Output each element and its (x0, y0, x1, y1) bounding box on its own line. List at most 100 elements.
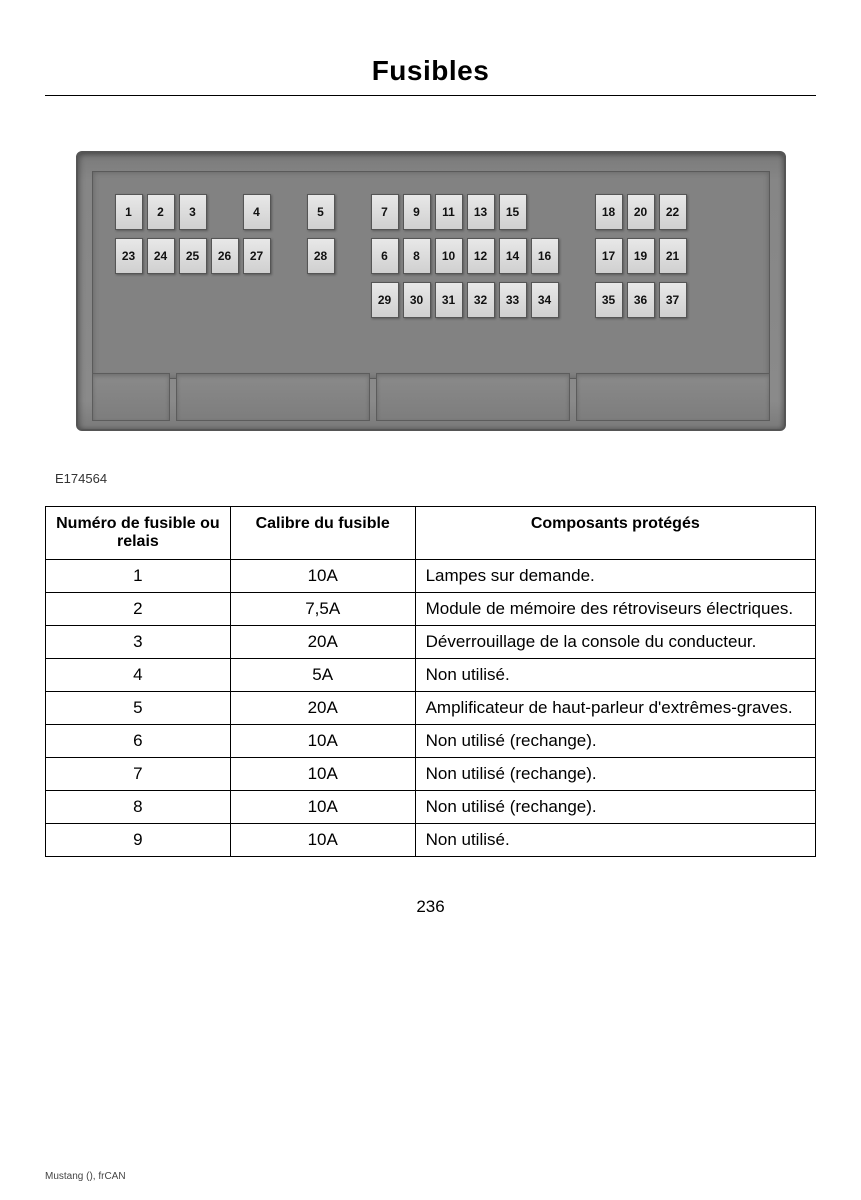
page-title: Fusibles (45, 55, 816, 87)
fuse-rating: 10A (230, 560, 415, 593)
table-header-num: Numéro de fusible ou relais (46, 507, 231, 560)
table-row: 520AAmplificateur de haut-parleur d'extr… (46, 692, 816, 725)
fuse-slot-23: 23 (115, 238, 143, 274)
fuse-number: 4 (46, 659, 231, 692)
fuse-blank (339, 238, 367, 274)
fuse-blank (147, 282, 175, 318)
fuse-slot-18: 18 (595, 194, 623, 230)
fuse-rating: 10A (230, 791, 415, 824)
fuse-slot-7: 7 (371, 194, 399, 230)
fuse-slot-21: 21 (659, 238, 687, 274)
fuse-blank (243, 282, 271, 318)
fuse-rating: 7,5A (230, 593, 415, 626)
fuse-slot-33: 33 (499, 282, 527, 318)
fusebox-bottom-plates (92, 373, 770, 421)
fuse-slot-27: 27 (243, 238, 271, 274)
fuse-slot-14: 14 (499, 238, 527, 274)
table-row: 45ANon utilisé. (46, 659, 816, 692)
fuse-slot-30: 30 (403, 282, 431, 318)
title-rule (45, 95, 816, 96)
fuse-component: Lampes sur demande. (415, 560, 815, 593)
table-row: 810ANon utilisé (rechange). (46, 791, 816, 824)
diagram-reference-label: E174564 (55, 471, 816, 486)
fuse-slot-36: 36 (627, 282, 655, 318)
table-row: 610ANon utilisé (rechange). (46, 725, 816, 758)
table-header-amp: Calibre du fusible (230, 507, 415, 560)
fuse-slot-2: 2 (147, 194, 175, 230)
fuse-blank (339, 194, 367, 230)
fuse-slot-29: 29 (371, 282, 399, 318)
fuse-number: 3 (46, 626, 231, 659)
fuse-component: Non utilisé (rechange). (415, 791, 815, 824)
fuse-blank (339, 282, 367, 318)
fuse-number: 6 (46, 725, 231, 758)
fuse-blank (307, 282, 335, 318)
fuse-slot-32: 32 (467, 282, 495, 318)
fuse-slot-1: 1 (115, 194, 143, 230)
fuse-row-top: 1234579111315 182022 (115, 194, 687, 230)
fuse-rating: 10A (230, 758, 415, 791)
fuse-slot-10: 10 (435, 238, 463, 274)
fuse-slot-13: 13 (467, 194, 495, 230)
fuse-blank (275, 194, 303, 230)
table-row: 710ANon utilisé (rechange). (46, 758, 816, 791)
fuse-table: Numéro de fusible ou relais Calibre du f… (45, 506, 816, 857)
fuse-component: Module de mémoire des rétroviseurs élect… (415, 593, 815, 626)
fuse-number: 2 (46, 593, 231, 626)
fuse-slot-12: 12 (467, 238, 495, 274)
fuse-number: 5 (46, 692, 231, 725)
fuse-slot-26: 26 (211, 238, 239, 274)
fuse-slot-37: 37 (659, 282, 687, 318)
fuse-component: Non utilisé (rechange). (415, 758, 815, 791)
fuse-row-bot: 293031323334353637 (115, 282, 687, 318)
fusebox-diagram: 1234579111315182022 23242526272868101214… (76, 151, 786, 431)
fuse-slot-15: 15 (499, 194, 527, 230)
fuse-blank (211, 194, 239, 230)
fuse-slot-5: 5 (307, 194, 335, 230)
fuse-rating: 5A (230, 659, 415, 692)
fuse-blank (211, 282, 239, 318)
table-row: 910ANon utilisé. (46, 824, 816, 857)
fuse-number: 9 (46, 824, 231, 857)
fuse-slot-28: 28 (307, 238, 335, 274)
table-header-comp: Composants protégés (415, 507, 815, 560)
fuse-component: Déverrouillage de la console du conducte… (415, 626, 815, 659)
fuse-rating: 20A (230, 626, 415, 659)
fuse-slot-17: 17 (595, 238, 623, 274)
fuse-blank (179, 282, 207, 318)
page-number: 236 (45, 897, 816, 917)
fuse-slot-4: 4 (243, 194, 271, 230)
fuse-number: 7 (46, 758, 231, 791)
fuse-blank (563, 282, 591, 318)
document-footer: Mustang (), frCAN (45, 1171, 126, 1182)
fuse-row-mid: 2324252627286810121416171921 (115, 238, 687, 274)
fuse-blank (563, 238, 591, 274)
table-row: 27,5AModule de mémoire des rétroviseurs … (46, 593, 816, 626)
fuse-slot-34: 34 (531, 282, 559, 318)
fuse-slot-8: 8 (403, 238, 431, 274)
table-row: 320ADéverrouillage de la console du cond… (46, 626, 816, 659)
fuse-number: 8 (46, 791, 231, 824)
fuse-blank (563, 194, 591, 230)
fuse-blank (115, 282, 143, 318)
fuse-slot-16: 16 (531, 238, 559, 274)
fuse-rating: 10A (230, 725, 415, 758)
fuse-slot-9: 9 (403, 194, 431, 230)
fuse-slot-11: 11 (435, 194, 463, 230)
fuse-slot-3: 3 (179, 194, 207, 230)
fuse-slot-20: 20 (627, 194, 655, 230)
fuse-component: Amplificateur de haut-parleur d'extrêmes… (415, 692, 815, 725)
fuse-component: Non utilisé (rechange). (415, 725, 815, 758)
fuse-component: Non utilisé. (415, 659, 815, 692)
fuse-number: 1 (46, 560, 231, 593)
fuse-blank (275, 282, 303, 318)
fuse-rating: 10A (230, 824, 415, 857)
fuse-slot-22: 22 (659, 194, 687, 230)
fuse-component: Non utilisé. (415, 824, 815, 857)
fuse-slot-31: 31 (435, 282, 463, 318)
fuse-slot-6: 6 (371, 238, 399, 274)
fuse-blank (531, 194, 559, 230)
fuse-slot-25: 25 (179, 238, 207, 274)
table-row: 110ALampes sur demande. (46, 560, 816, 593)
fuse-blank (275, 238, 303, 274)
